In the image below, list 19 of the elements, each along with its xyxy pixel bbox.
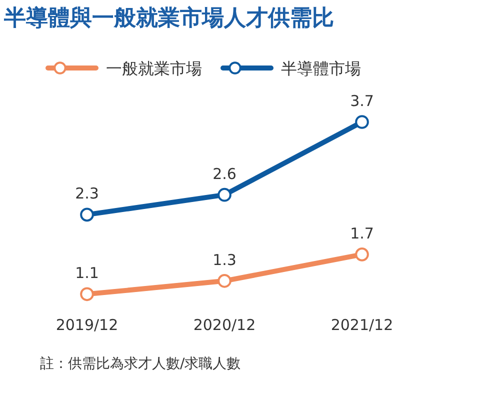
point [218, 188, 232, 202]
x-tick-label: 2021/12 [330, 316, 394, 334]
data-label: 1.7 [350, 224, 374, 242]
chart-title: 半導體與一般就業市場人才供需比 [3, 5, 334, 31]
data-label: 3.7 [350, 92, 374, 110]
point [218, 274, 232, 288]
legend-label: 一般就業市場 [106, 59, 202, 78]
point [80, 208, 94, 222]
point [355, 115, 369, 129]
legend-label: 半導體市場 [281, 59, 361, 78]
data-label: 1.3 [212, 250, 236, 269]
data-label: 1.1 [75, 264, 99, 282]
text: 註：供需比為求才人數/求職人數 [40, 356, 241, 372]
point [355, 248, 369, 262]
point [80, 287, 94, 302]
data-label: 2.3 [75, 184, 99, 203]
data-label: 2.6 [212, 164, 236, 183]
x-tick-label: 2020/12 [193, 316, 256, 334]
x-tick-label: 2019/12 [56, 316, 118, 334]
